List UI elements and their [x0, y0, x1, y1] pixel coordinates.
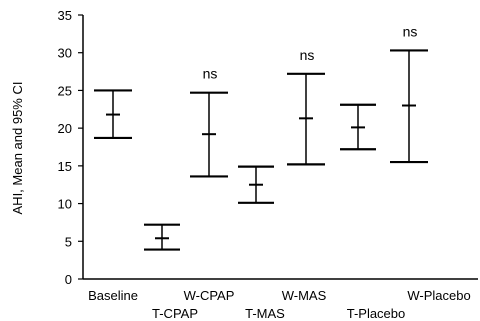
y-tick-label: 30: [58, 46, 72, 61]
error-bar-t-placebo: [340, 103, 376, 151]
category-label: T-Placebo: [347, 306, 406, 321]
error-bar-t-mas: [238, 165, 274, 204]
error-bar-w-placebo: ns: [390, 23, 428, 164]
category-label: W-CPAP: [184, 288, 235, 303]
y-tick-label: 15: [58, 159, 72, 174]
error-bar-t-cpap: [144, 223, 180, 251]
significance-annotation: ns: [300, 47, 315, 63]
category-label: W-Placebo: [407, 288, 470, 303]
y-tick-label: 5: [65, 234, 72, 249]
y-tick-label: 35: [58, 8, 72, 23]
category-label: T-CPAP: [152, 306, 198, 321]
y-axis-label: AHI, Mean and 95% CI: [10, 82, 25, 215]
y-tick-label: 0: [65, 272, 72, 287]
y-tick-label: 20: [58, 121, 72, 136]
significance-annotation: ns: [403, 23, 418, 39]
y-tick-label: 25: [58, 83, 72, 98]
error-bars: ns ns ns: [94, 23, 428, 251]
y-axis-ticks: 0 5 10 15 20 25 30 35: [58, 8, 83, 287]
error-bar-baseline: [94, 89, 132, 140]
y-tick-label: 10: [58, 197, 72, 212]
category-label: T-MAS: [245, 306, 285, 321]
error-bar-w-mas: ns: [287, 47, 325, 166]
category-labels: Baseline T-CPAP W-CPAP T-MAS W-MAS T-PlaceboW…: [88, 288, 471, 321]
significance-annotation: ns: [203, 66, 218, 82]
category-label: W-MAS: [282, 288, 327, 303]
error-bar-w-cpap: ns: [190, 66, 228, 178]
category-label: Baseline: [88, 288, 138, 303]
